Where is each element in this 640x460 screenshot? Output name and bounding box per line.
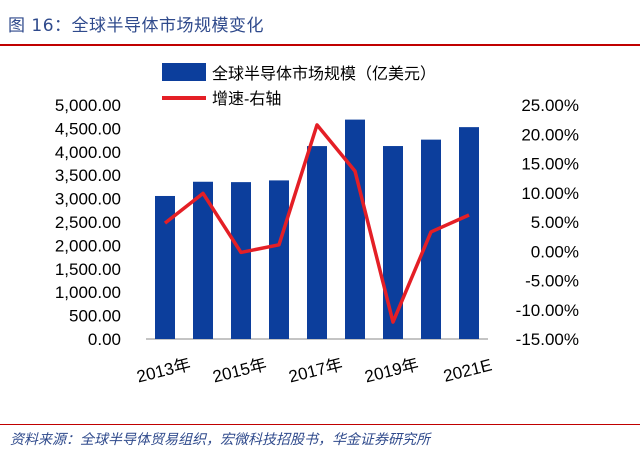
y-right-tick: 0.00% [531,242,579,261]
bar-2018年 [345,119,365,340]
y-right-tick: 25.00% [521,96,579,115]
title-rule [0,44,640,46]
x-tick: 2017年 [287,355,345,387]
bar-2016年 [269,180,289,339]
legend-bar-label: 全球半导体市场规模（亿美元） [212,65,436,83]
figure-title: 图 16：全球半导体市场规模变化 [8,16,265,36]
y-left-tick: 2,000.00 [55,236,121,255]
y-left-tick: 1,500.00 [55,260,121,279]
chart: 0.00 500.00 1,000.00 1,500.00 2,000.00 2,500.… [55,63,579,387]
bar-2017年 [307,146,327,339]
bar-2013年 [155,195,175,339]
y-right-tick: 15.00% [521,155,579,174]
legend: 全球半导体市场规模（亿美元） 增速-右轴 [162,63,436,108]
y-right-tick: 5.00% [531,213,579,232]
bar-2020年 [421,139,441,339]
y-right-tick: -15.00% [516,330,579,349]
y-left-tick: 1,000.00 [55,283,121,302]
y-right-tick: 10.00% [521,184,579,203]
bar-2021E [459,127,479,339]
legend-bar-swatch [162,63,206,81]
x-tick: 2013年 [135,355,193,387]
y-right-tick: 20.00% [521,125,579,144]
bar-series [155,119,479,340]
growth-line [163,123,470,324]
x-tick: 2015年 [211,355,269,387]
bar-2019年 [383,146,403,339]
x-tick: 2021E [442,355,494,385]
source-note: 资料来源：全球半导体贸易组织，宏微科技招股书，华金证券研究所 [10,432,430,448]
bar-2015年 [231,182,251,339]
y-left-tick: 4,500.00 [55,119,121,138]
y-right-tick: -5.00% [525,272,579,291]
y-left-tick: 3,000.00 [55,190,121,209]
y-left-tick: 4,000.00 [55,143,121,162]
legend-line-label: 增速-右轴 [212,90,281,108]
y-left-tick: 3,500.00 [55,166,121,185]
x-tick: 2019年 [363,355,421,387]
line-series [163,123,470,324]
y-left-tick: 0.00 [88,330,121,349]
y-left-tick: 500.00 [69,307,121,326]
y-left-tick: 5,000.00 [55,96,121,115]
y-right-tick: -10.00% [516,301,579,320]
bar-2014年 [193,181,213,339]
y-left-tick: 2,500.00 [55,213,121,232]
footer-rule [0,424,640,425]
